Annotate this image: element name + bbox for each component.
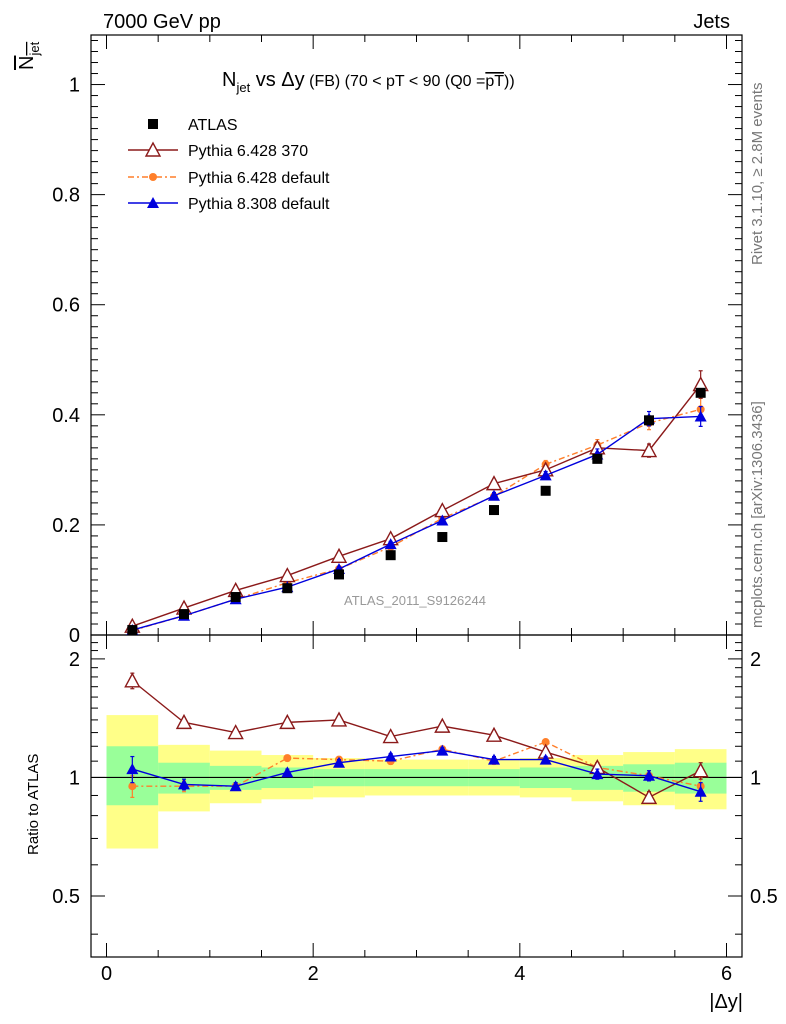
pythia-6-428-370-ratio-point	[124, 672, 141, 688]
analysis-watermark: ATLAS_2011_S9126244	[344, 593, 486, 608]
pythia-6-428-370-point	[279, 567, 296, 583]
pythia-6-428-370-line	[132, 384, 702, 627]
title-pt: pT	[485, 73, 504, 90]
pythia-6-428-default-ratio-point	[283, 754, 292, 763]
pythia-8-308-default-point	[539, 469, 552, 481]
pythia-6-428-370-ratio-point	[279, 713, 296, 730]
pythia-8-308-default-ratio-point	[488, 753, 500, 765]
atlas-point	[282, 583, 293, 594]
y-axis-label-main: N	[16, 56, 38, 70]
x-tick-label: 0	[101, 963, 112, 985]
legend-marker-pythia-6-428-370	[144, 141, 162, 157]
pythia-8-308-default-ratio-point	[591, 768, 604, 780]
pythia-8-308-default-ratio-point	[333, 756, 345, 768]
legend-marker-atlas	[148, 119, 158, 129]
pythia-8-308-default-point	[384, 538, 397, 550]
atlas-point	[540, 485, 551, 496]
pythia-8-308-default-point	[436, 514, 449, 526]
x-axis-label: |Δy|	[709, 991, 743, 1013]
legend-label-pythia-8-308-default: Pythia 8.308 default	[188, 196, 330, 213]
pythia-8-308-default-point	[694, 410, 707, 422]
title-main: N	[222, 69, 236, 91]
title-main-sub: jet	[235, 80, 250, 95]
title-vs: vs Δy	[250, 69, 304, 91]
mcplots-label: mcplots.cern.ch [arXiv:1306.3436]	[749, 401, 766, 628]
pythia-8-308-default-ratio-point	[539, 753, 552, 765]
pythia-6-428-370-point	[485, 475, 503, 491]
atlas-point	[230, 592, 241, 603]
atlas-point	[437, 532, 448, 543]
pythia-6-428-370-point	[330, 547, 348, 563]
y-tick-label: 0.2	[52, 515, 80, 537]
ratio-tick-label-right: 1	[750, 767, 761, 789]
pythia-6-428-370-ratio-point	[330, 711, 348, 727]
pythia-6-428-default-ratio-point	[541, 738, 550, 747]
pythia-8-308-default-ratio-point	[436, 744, 449, 756]
ratio-tick-label-right: 2	[750, 649, 761, 671]
energy-label: 7000 GeV pp	[103, 11, 221, 33]
pythia-8-308-default-ratio-point	[643, 769, 655, 781]
legend-marker-pythia-6-428-default	[149, 173, 157, 181]
atlas-point	[695, 387, 706, 398]
y-tick-label: 0.4	[52, 405, 80, 427]
pythia-6-428-370-point	[640, 442, 658, 458]
pythia-8-308-default-ratio-point	[694, 785, 707, 797]
pythia-6-428-370-ratio-point	[485, 726, 503, 742]
legend-marker-pythia-8-308-default	[147, 197, 159, 208]
title-close: ))	[504, 73, 515, 90]
pythia-6-428-370-ratio-point	[434, 717, 451, 733]
pythia-8-308-default-ratio-point	[229, 780, 242, 792]
y-axis-label: Njet	[16, 41, 42, 70]
pythia-6-428-370-ratio-line	[131, 680, 701, 799]
x-tick-label: 6	[721, 963, 732, 985]
pythia-6-428-370-ratio-point	[640, 788, 658, 805]
pythia-8-308-default-ratio-point	[384, 750, 397, 762]
y-tick-label: 0.6	[52, 295, 80, 317]
y-tick-label: 0.8	[52, 185, 80, 207]
y-tick-label: 0	[69, 625, 80, 647]
atlas-point	[592, 453, 603, 464]
title-detail: (FB) (70 < pT < 90 (Q0 =	[305, 73, 486, 90]
pythia-8-308-default-ratio-point	[178, 778, 190, 790]
pythia-6-428-default-ratio-point	[128, 782, 137, 791]
legend: ATLAS Pythia 6.428 370 Pythia 6.428 defaul…	[128, 117, 330, 213]
pythia-6-428-370-ratio-point	[382, 728, 399, 744]
x-tick-label: 2	[308, 963, 319, 985]
ratio-tick-label: 1	[69, 767, 80, 789]
atlas-point	[385, 550, 396, 561]
pythia-6-428-370-ratio-point	[227, 724, 244, 740]
ratio-axis-label: Ratio to ATLAS	[25, 754, 42, 855]
pythia-6-428-370-ratio-point	[175, 713, 193, 730]
atlas-point	[334, 569, 344, 580]
pythia-8-308-default-ratio-line	[132, 749, 701, 793]
chart-title: Njet vs Δy (FB) (70 < pT < 90 (Q0 =pT))	[222, 69, 515, 95]
atlas-point	[644, 415, 654, 426]
category-label: Jets	[693, 11, 730, 33]
pythia-8-308-default-point	[488, 489, 500, 501]
svg-text:Njet: Njet	[16, 41, 42, 70]
legend-label-pythia-6-428-default: Pythia 6.428 default	[188, 170, 330, 187]
pythia-6-428-370-ratio-point	[692, 762, 709, 778]
atlas-point	[179, 609, 189, 620]
pythia-8-308-default-ratio-point	[126, 763, 139, 775]
legend-label-atlas: ATLAS	[188, 117, 238, 134]
y-axis-label-sub: jet	[27, 41, 42, 56]
pythia-8-308-default-line	[132, 415, 701, 631]
ratio-tick-label: 2	[69, 649, 80, 671]
atlas-point	[489, 505, 499, 516]
y-tick-label: 1	[69, 75, 80, 97]
atlas-point	[127, 625, 138, 636]
rivet-label: Rivet 3.1.10, ≥ 2.8M events	[749, 83, 766, 266]
ratio-tick-label-right: 0.5	[750, 886, 778, 908]
ratio-tick-label: 0.5	[52, 886, 80, 908]
legend-label-pythia-6-428-370: Pythia 6.428 370	[188, 143, 308, 160]
x-tick-label: 4	[514, 963, 525, 985]
pythia-8-308-default-ratio-point	[281, 766, 294, 778]
